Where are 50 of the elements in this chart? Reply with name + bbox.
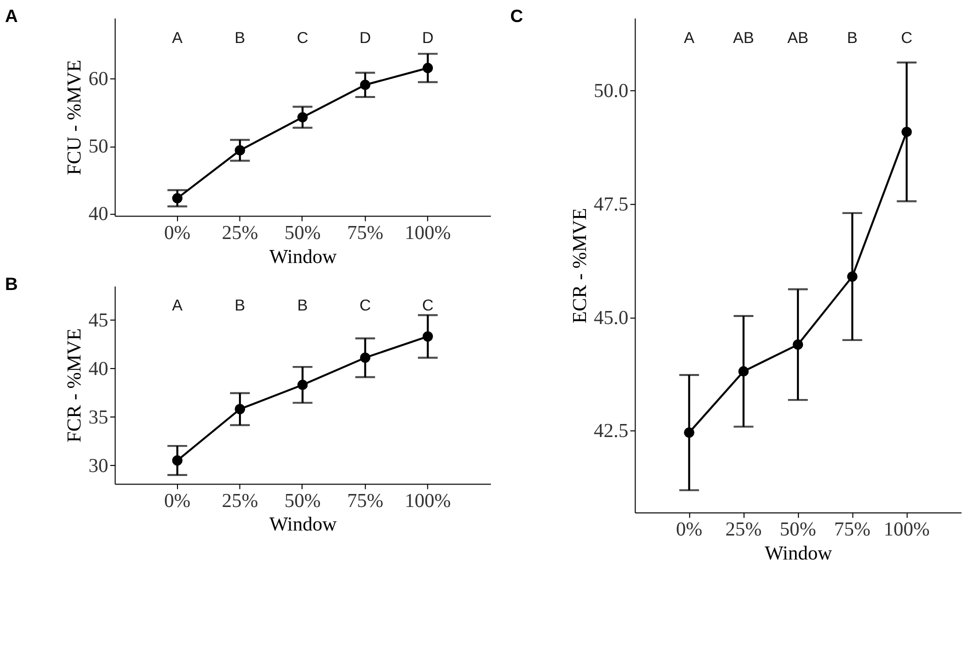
annotation: A — [684, 30, 695, 47]
annotation: B — [234, 30, 246, 47]
y-tick-label: 47.5 — [594, 193, 628, 216]
annotation: B — [297, 298, 308, 315]
y-axis-title: FCR - %MVE — [64, 328, 86, 442]
annotation: B — [847, 30, 858, 47]
x-tick-label: 50% — [284, 222, 321, 244]
annotation: C — [359, 298, 371, 315]
x-tick-label: 75% — [347, 490, 384, 512]
x-tick-label: 50% — [780, 518, 816, 541]
x-tick-label: 100% — [884, 518, 930, 541]
y-tick-label: 40 — [88, 203, 108, 226]
x-tick-label: 0% — [164, 490, 190, 512]
annotation: D — [359, 30, 371, 47]
chart-title: B — [4, 274, 18, 294]
x-tick-label: 0% — [164, 222, 190, 244]
y-tick-label: 50.0 — [594, 80, 628, 102]
x-tick-label: 50% — [284, 490, 321, 512]
y-tick-label: 45 — [88, 309, 108, 332]
annotation: C — [900, 30, 912, 47]
y-tick-label: 30 — [88, 454, 108, 477]
annotation: A — [172, 298, 184, 315]
y-tick-label: 60 — [88, 68, 108, 90]
x-tick-label: 25% — [222, 490, 258, 512]
x-tick-label: 25% — [725, 518, 762, 541]
y-tick-label: 35 — [88, 406, 108, 428]
y-tick-label: 42.5 — [594, 420, 628, 442]
annotation: A — [172, 30, 184, 47]
y-axis-title: FCU - %MVE — [64, 60, 86, 176]
chart-title: A — [4, 6, 18, 26]
chart-title: C — [510, 6, 524, 26]
annotation: C — [296, 30, 308, 47]
y-tick-label: 50 — [88, 136, 108, 158]
annotation: D — [422, 30, 434, 47]
y-tick-label: 45.0 — [594, 306, 628, 329]
y-tick-label: 40 — [88, 358, 108, 380]
x-tick-label: 25% — [222, 222, 258, 244]
y-axis-title: ECR - %MVE — [568, 208, 591, 324]
x-axis-title: Window — [764, 542, 833, 564]
annotation: B — [234, 298, 246, 315]
x-tick-label: 100% — [404, 222, 451, 244]
x-axis-title: Window — [269, 246, 338, 268]
x-tick-label: 0% — [676, 518, 702, 541]
annotation: AB — [787, 30, 808, 47]
annotation: AB — [732, 30, 754, 47]
x-tick-label: 75% — [347, 222, 384, 244]
x-tick-label: 100% — [404, 490, 451, 512]
annotation: C — [422, 298, 434, 315]
x-tick-label: 75% — [834, 518, 870, 541]
x-axis-title: Window — [269, 514, 338, 536]
